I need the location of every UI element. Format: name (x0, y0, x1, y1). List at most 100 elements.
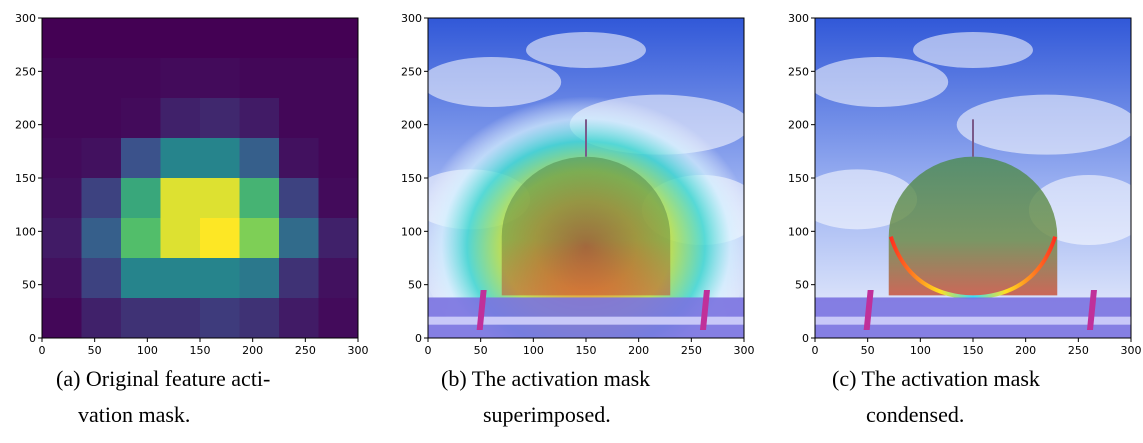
heatmap-cell (121, 98, 161, 139)
heatmap-cell (82, 18, 122, 59)
heatmap-cell (42, 58, 82, 99)
y-tick-label: 50 (408, 279, 422, 292)
heatmap-cell (82, 58, 122, 99)
heatmap-cell (240, 138, 280, 179)
heatmap-cell (200, 138, 240, 179)
caption: (b) The activation mask (441, 366, 650, 391)
x-tick-label: 50 (88, 344, 102, 357)
heatmap-cell (82, 258, 122, 299)
heatmap-cell (279, 298, 319, 339)
cloud (526, 32, 646, 68)
y-tick-label: 50 (795, 279, 809, 292)
heatmap-cell (42, 218, 82, 259)
heatmap-cell (121, 58, 161, 99)
heatmap-cell (319, 298, 359, 339)
heatmap-cell (42, 138, 82, 179)
y-tick-label: 150 (401, 172, 422, 185)
heatmap-cell (42, 298, 82, 339)
heatmap-cell (121, 298, 161, 339)
y-tick-label: 300 (401, 12, 422, 25)
x-tick-label: 200 (242, 344, 263, 357)
heatmap-cell (279, 18, 319, 59)
heatmap-cell (82, 178, 122, 219)
caption: (a) Original feature acti- (56, 366, 270, 391)
heatmap-cell (319, 98, 359, 139)
figure: 0 50 100 150 200 250 300 0 50 100 150 200 250 300 (a) … (0, 0, 1143, 443)
heatmap-cell (121, 218, 161, 259)
heatmap-cell (319, 18, 359, 59)
heatmap-cell (161, 58, 201, 99)
x-tick-label: 100 (523, 344, 544, 357)
y-tick-label: 200 (15, 119, 36, 132)
heatmap-cell (240, 18, 280, 59)
heatmap-cell (240, 178, 280, 219)
heatmap-cell (200, 178, 240, 219)
y-tick-label: 250 (788, 65, 809, 78)
heatmap-cell (279, 178, 319, 219)
heatmap-cell (279, 138, 319, 179)
cloud (808, 57, 948, 107)
y-tick-label: 100 (15, 225, 36, 238)
heatmap-cell (279, 218, 319, 259)
x-tick-label: 300 (348, 344, 369, 357)
caption: superimposed. (483, 402, 611, 427)
x-tick-label: 100 (137, 344, 158, 357)
plot-area (797, 18, 1143, 338)
cloud (913, 32, 1033, 68)
y-tick-label: 0 (802, 332, 809, 345)
caption: condensed. (866, 402, 964, 427)
heatmap-cell (319, 58, 359, 99)
heatmap-cell (161, 218, 201, 259)
heatmap-cell (161, 138, 201, 179)
x-tick-label: 50 (474, 344, 488, 357)
heatmap-cell (82, 98, 122, 139)
heatmap-cell (240, 258, 280, 299)
balustrade (815, 317, 1131, 325)
cloud (957, 95, 1137, 155)
heatmap-cell (161, 18, 201, 59)
x-tick-label: 250 (1068, 344, 1089, 357)
caption: vation mask. (78, 402, 190, 427)
heatmap-cell (82, 218, 122, 259)
x-tick-label: 0 (812, 344, 819, 357)
heatmap-cell (200, 218, 240, 259)
x-tick-label: 250 (681, 344, 702, 357)
y-tick-label: 300 (15, 12, 36, 25)
heatmap-cell (121, 18, 161, 59)
heatmap-cell (42, 178, 82, 219)
heatmap-cell (279, 258, 319, 299)
y-tick-label: 0 (415, 332, 422, 345)
y-tick-label: 200 (401, 119, 422, 132)
heatmap-cell (240, 58, 280, 99)
heatmap-cell (42, 18, 82, 59)
y-tick-label: 200 (788, 119, 809, 132)
heatmap-cell (82, 298, 122, 339)
x-tick-label: 300 (1121, 344, 1142, 357)
y-tick-label: 100 (788, 225, 809, 238)
heatmap-cell (42, 98, 82, 139)
heatmap-cell (319, 258, 359, 299)
heatmap-cell (200, 58, 240, 99)
heatmap-cell (200, 98, 240, 139)
heatmap-cell (319, 138, 359, 179)
heatmap-cell (42, 258, 82, 299)
heatmap-cell (240, 98, 280, 139)
plot-area (42, 18, 359, 339)
heatmap-cell (200, 18, 240, 59)
x-tick-label: 300 (734, 344, 755, 357)
heatmap-cell (161, 98, 201, 139)
y-tick-label: 150 (788, 172, 809, 185)
x-tick-label: 150 (576, 344, 597, 357)
heatmap-cell (121, 138, 161, 179)
x-tick-label: 150 (963, 344, 984, 357)
y-tick-label: 100 (401, 225, 422, 238)
panel: 050100150200250300050100150200250300(c) … (788, 12, 1143, 427)
x-tick-label: 0 (39, 344, 46, 357)
caption: (c) The activation mask (832, 366, 1040, 391)
heatmap-cell (161, 178, 201, 219)
y-tick-label: 250 (401, 65, 422, 78)
x-tick-label: 0 (425, 344, 432, 357)
x-tick-label: 200 (1015, 344, 1036, 357)
